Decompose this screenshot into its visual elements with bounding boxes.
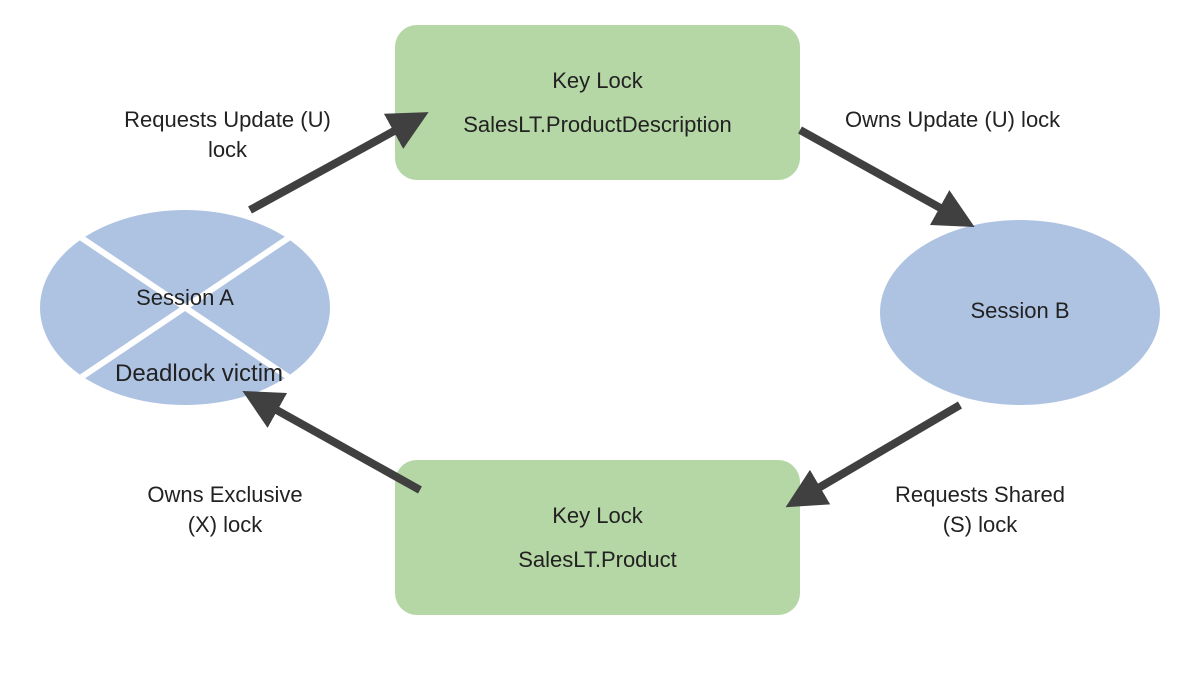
edge-top-to-b (800, 130, 962, 220)
session-b-label: Session B (880, 298, 1160, 324)
edge-label-owns-update: Owns Update (U) lock (845, 105, 1105, 135)
keylock-top-title: Key Lock (552, 68, 643, 94)
keylock-bottom-title: Key Lock (552, 503, 643, 529)
keylock-bottom-subtitle: SalesLT.Product (518, 547, 677, 573)
keylock-bottom-node: Key Lock SalesLT.Product (395, 460, 800, 615)
deadlock-victim-label: Deadlock victim (115, 360, 283, 388)
edge-label-owns-exclusive: Owns Exclusive (X) lock (120, 480, 330, 539)
session-b-node: Session B (880, 220, 1160, 405)
edge-label-requests-shared: Requests Shared (S) lock (870, 480, 1090, 539)
edge-label-requests-update: Requests Update (U) lock (105, 105, 350, 164)
keylock-top-node: Key Lock SalesLT.ProductDescription (395, 25, 800, 180)
session-a-label: Session A (40, 285, 330, 311)
keylock-top-subtitle: SalesLT.ProductDescription (463, 112, 732, 138)
